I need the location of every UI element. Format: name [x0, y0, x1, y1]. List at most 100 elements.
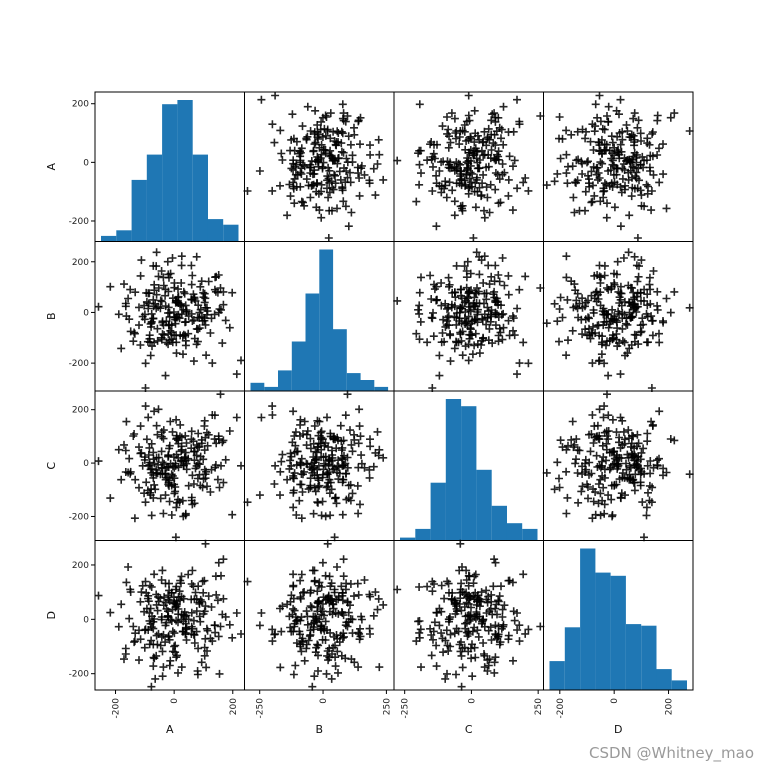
scatter-point-d-c-147 — [484, 661, 493, 670]
scatter-point-a-d-210 — [558, 134, 567, 143]
scatter-point-a-d-16 — [616, 183, 625, 192]
scatter-point-a-c-205 — [475, 164, 484, 173]
hist-bar-d-0 — [549, 661, 565, 690]
scatter-point-d-b-205 — [357, 612, 366, 621]
scatter-point-d-b-183 — [323, 539, 332, 548]
scatter-point-a-b-152 — [348, 151, 357, 160]
scatter-point-d-b-88 — [334, 668, 342, 677]
scatter-point-b-c-203 — [504, 290, 513, 299]
scatter-point-a-c-11 — [478, 179, 487, 188]
scatter-point-c-d-9 — [604, 491, 613, 500]
scatter-point-a-c-108 — [487, 146, 496, 154]
scatter-point-a-c-135 — [454, 159, 463, 168]
scatter-point-c-b-205 — [357, 451, 366, 460]
scatter-point-d-c-68 — [500, 601, 509, 610]
ytick-label-a-200: 200 — [72, 100, 89, 110]
scatter-point-c-b-79 — [297, 514, 306, 523]
scatter-point-a-d-205 — [612, 164, 621, 173]
scatter-point-b-a-39 — [154, 272, 163, 281]
scatter-point-b-d-97 — [630, 252, 639, 261]
scatter-point-b-c-81 — [439, 315, 448, 324]
scatter-point-d-c-187 — [471, 653, 480, 662]
scatter-point-d-a-166 — [129, 622, 138, 631]
scatter-point-b-c-15 — [426, 271, 435, 280]
scatter-point-a-c-85 — [510, 156, 519, 165]
scatter-point-b-c-83 — [504, 316, 513, 325]
scatter-point-c-d-7 — [633, 430, 642, 439]
scatter-point-b-d-209 — [645, 280, 654, 289]
scatter-point-d-b-41 — [297, 647, 306, 656]
scatter-point-b-c-100 — [498, 254, 507, 262]
scatter-point-b-c-157 — [513, 370, 521, 379]
scatter-point-b-c-174 — [498, 335, 507, 344]
scatter-point-a-c-27 — [505, 152, 514, 161]
scatter-point-a-d-195 — [636, 160, 645, 169]
scatter-point-b-a-142 — [147, 319, 156, 328]
scatter-point-d-a-117 — [164, 632, 173, 641]
scatter-point-c-d-141 — [553, 458, 562, 467]
scatter-point-a-c-145 — [430, 154, 439, 163]
xlabel-a: A — [166, 723, 174, 736]
scatter-point-b-d-141 — [553, 317, 562, 326]
scatter-point-d-a-146 — [165, 579, 173, 588]
scatter-point-b-a-49 — [137, 256, 146, 265]
scatter-point-b-c-19 — [504, 271, 513, 280]
scatter-point-b-c-149 — [491, 296, 500, 305]
scatter-point-b-d-94 — [550, 299, 559, 308]
scatter-point-a-b-14 — [286, 192, 295, 201]
scatter-point-b-c-158 — [437, 338, 446, 347]
scatter-point-d-b-154 — [375, 663, 384, 672]
scatter-point-b-a-149 — [172, 296, 181, 305]
scatter-point-c-b-57 — [314, 498, 322, 507]
scatter-point-a-b-107 — [296, 148, 305, 157]
hist-bar-b-7 — [346, 373, 361, 391]
scatter-point-d-a-98 — [237, 630, 245, 638]
scatter-point-a-d-52 — [573, 127, 582, 136]
scatter-point-a-d-151 — [610, 203, 619, 212]
scatter-point-b-a-139 — [172, 338, 181, 347]
scatter-point-a-c-48 — [458, 206, 467, 215]
scatter-point-c-b-195 — [299, 470, 307, 479]
scatter-point-c-d-39 — [595, 405, 604, 414]
scatter-point-a-c-53 — [450, 211, 459, 220]
scatter-point-a-d-89 — [608, 138, 617, 147]
scatter-point-a-d-102 — [570, 208, 579, 217]
scatter-point-d-a-6 — [194, 644, 203, 653]
scatter-point-c-b-113 — [334, 463, 343, 472]
scatter-point-d-c-126 — [457, 651, 466, 660]
scatter-point-b-c-102 — [485, 280, 494, 289]
scatter-point-a-b-174 — [291, 170, 300, 179]
scatter-point-b-a-137 — [142, 297, 151, 306]
scatter-point-c-a-145 — [174, 495, 182, 504]
scatter-point-b-a-151 — [125, 315, 134, 324]
scatter-point-c-a-21 — [122, 417, 131, 426]
scatter-point-c-b-145 — [342, 495, 351, 504]
scatter-point-d-b-165 — [335, 638, 344, 647]
scatter-point-a-d-211 — [615, 129, 624, 137]
scatter-point-b-c-166 — [494, 337, 503, 346]
scatter-point-d-b-177 — [303, 612, 312, 621]
scatter-point-c-d-116 — [655, 454, 663, 463]
scatter-point-b-c-123 — [468, 331, 476, 340]
scatter-point-d-a-80 — [121, 650, 130, 658]
xtick-label-c--250: -250 — [401, 698, 411, 719]
scatter-point-d-a-196 — [194, 582, 203, 591]
scatter-point-d-c-100 — [498, 605, 507, 614]
ytick-label-c--200: -200 — [69, 512, 90, 522]
scatter-point-b-c-56 — [515, 285, 524, 294]
scatter-point-c-d-208 — [602, 456, 610, 465]
scatter-point-d-c-164 — [417, 663, 425, 672]
scatter-point-b-a-177 — [195, 324, 204, 333]
scatter-point-d-c-198 — [470, 595, 479, 604]
scatter-point-b-d-195 — [636, 328, 645, 337]
scatter-point-c-b-105 — [314, 431, 323, 440]
scatter-point-b-c-179 — [414, 305, 423, 314]
scatter-point-d-b-111 — [343, 622, 352, 631]
scatter-point-a-d-94 — [550, 177, 559, 186]
scatter-point-a-d-78 — [628, 183, 637, 192]
scatter-point-d-a-150 — [195, 600, 204, 608]
scatter-point-c-a-201 — [135, 443, 143, 452]
scatter-point-c-b-103 — [318, 497, 327, 506]
scatter-point-c-b-169 — [332, 499, 341, 508]
scatter-point-d-b-15 — [356, 624, 364, 633]
